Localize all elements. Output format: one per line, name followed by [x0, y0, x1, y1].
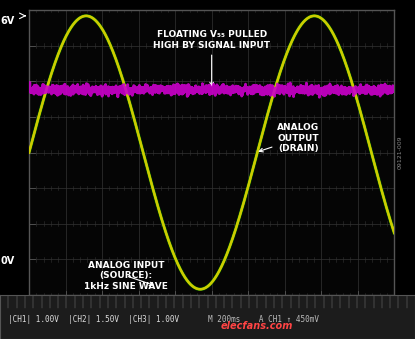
Text: 6V: 6V — [0, 16, 15, 26]
Text: elecfans.com: elecfans.com — [221, 321, 293, 331]
Text: 09121-009: 09121-009 — [398, 136, 403, 170]
Text: ANALOG
OUTPUT
(DRAIN): ANALOG OUTPUT (DRAIN) — [259, 123, 320, 153]
Text: M 200ms    A CH1 ↑ 450mV: M 200ms A CH1 ↑ 450mV — [208, 315, 318, 324]
Text: |CH1| 1.00V  |CH2| 1.50V  |CH3| 1.00V: |CH1| 1.00V |CH2| 1.50V |CH3| 1.00V — [8, 315, 179, 324]
Text: FLOATING V₅₅ PULLED
HIGH BY SIGNAL INPUT: FLOATING V₅₅ PULLED HIGH BY SIGNAL INPUT — [153, 30, 270, 86]
Text: ANALOG INPUT
(SOURCE):
1kHz SINE WAVE: ANALOG INPUT (SOURCE): 1kHz SINE WAVE — [84, 261, 168, 291]
Text: 0V: 0V — [0, 256, 15, 266]
